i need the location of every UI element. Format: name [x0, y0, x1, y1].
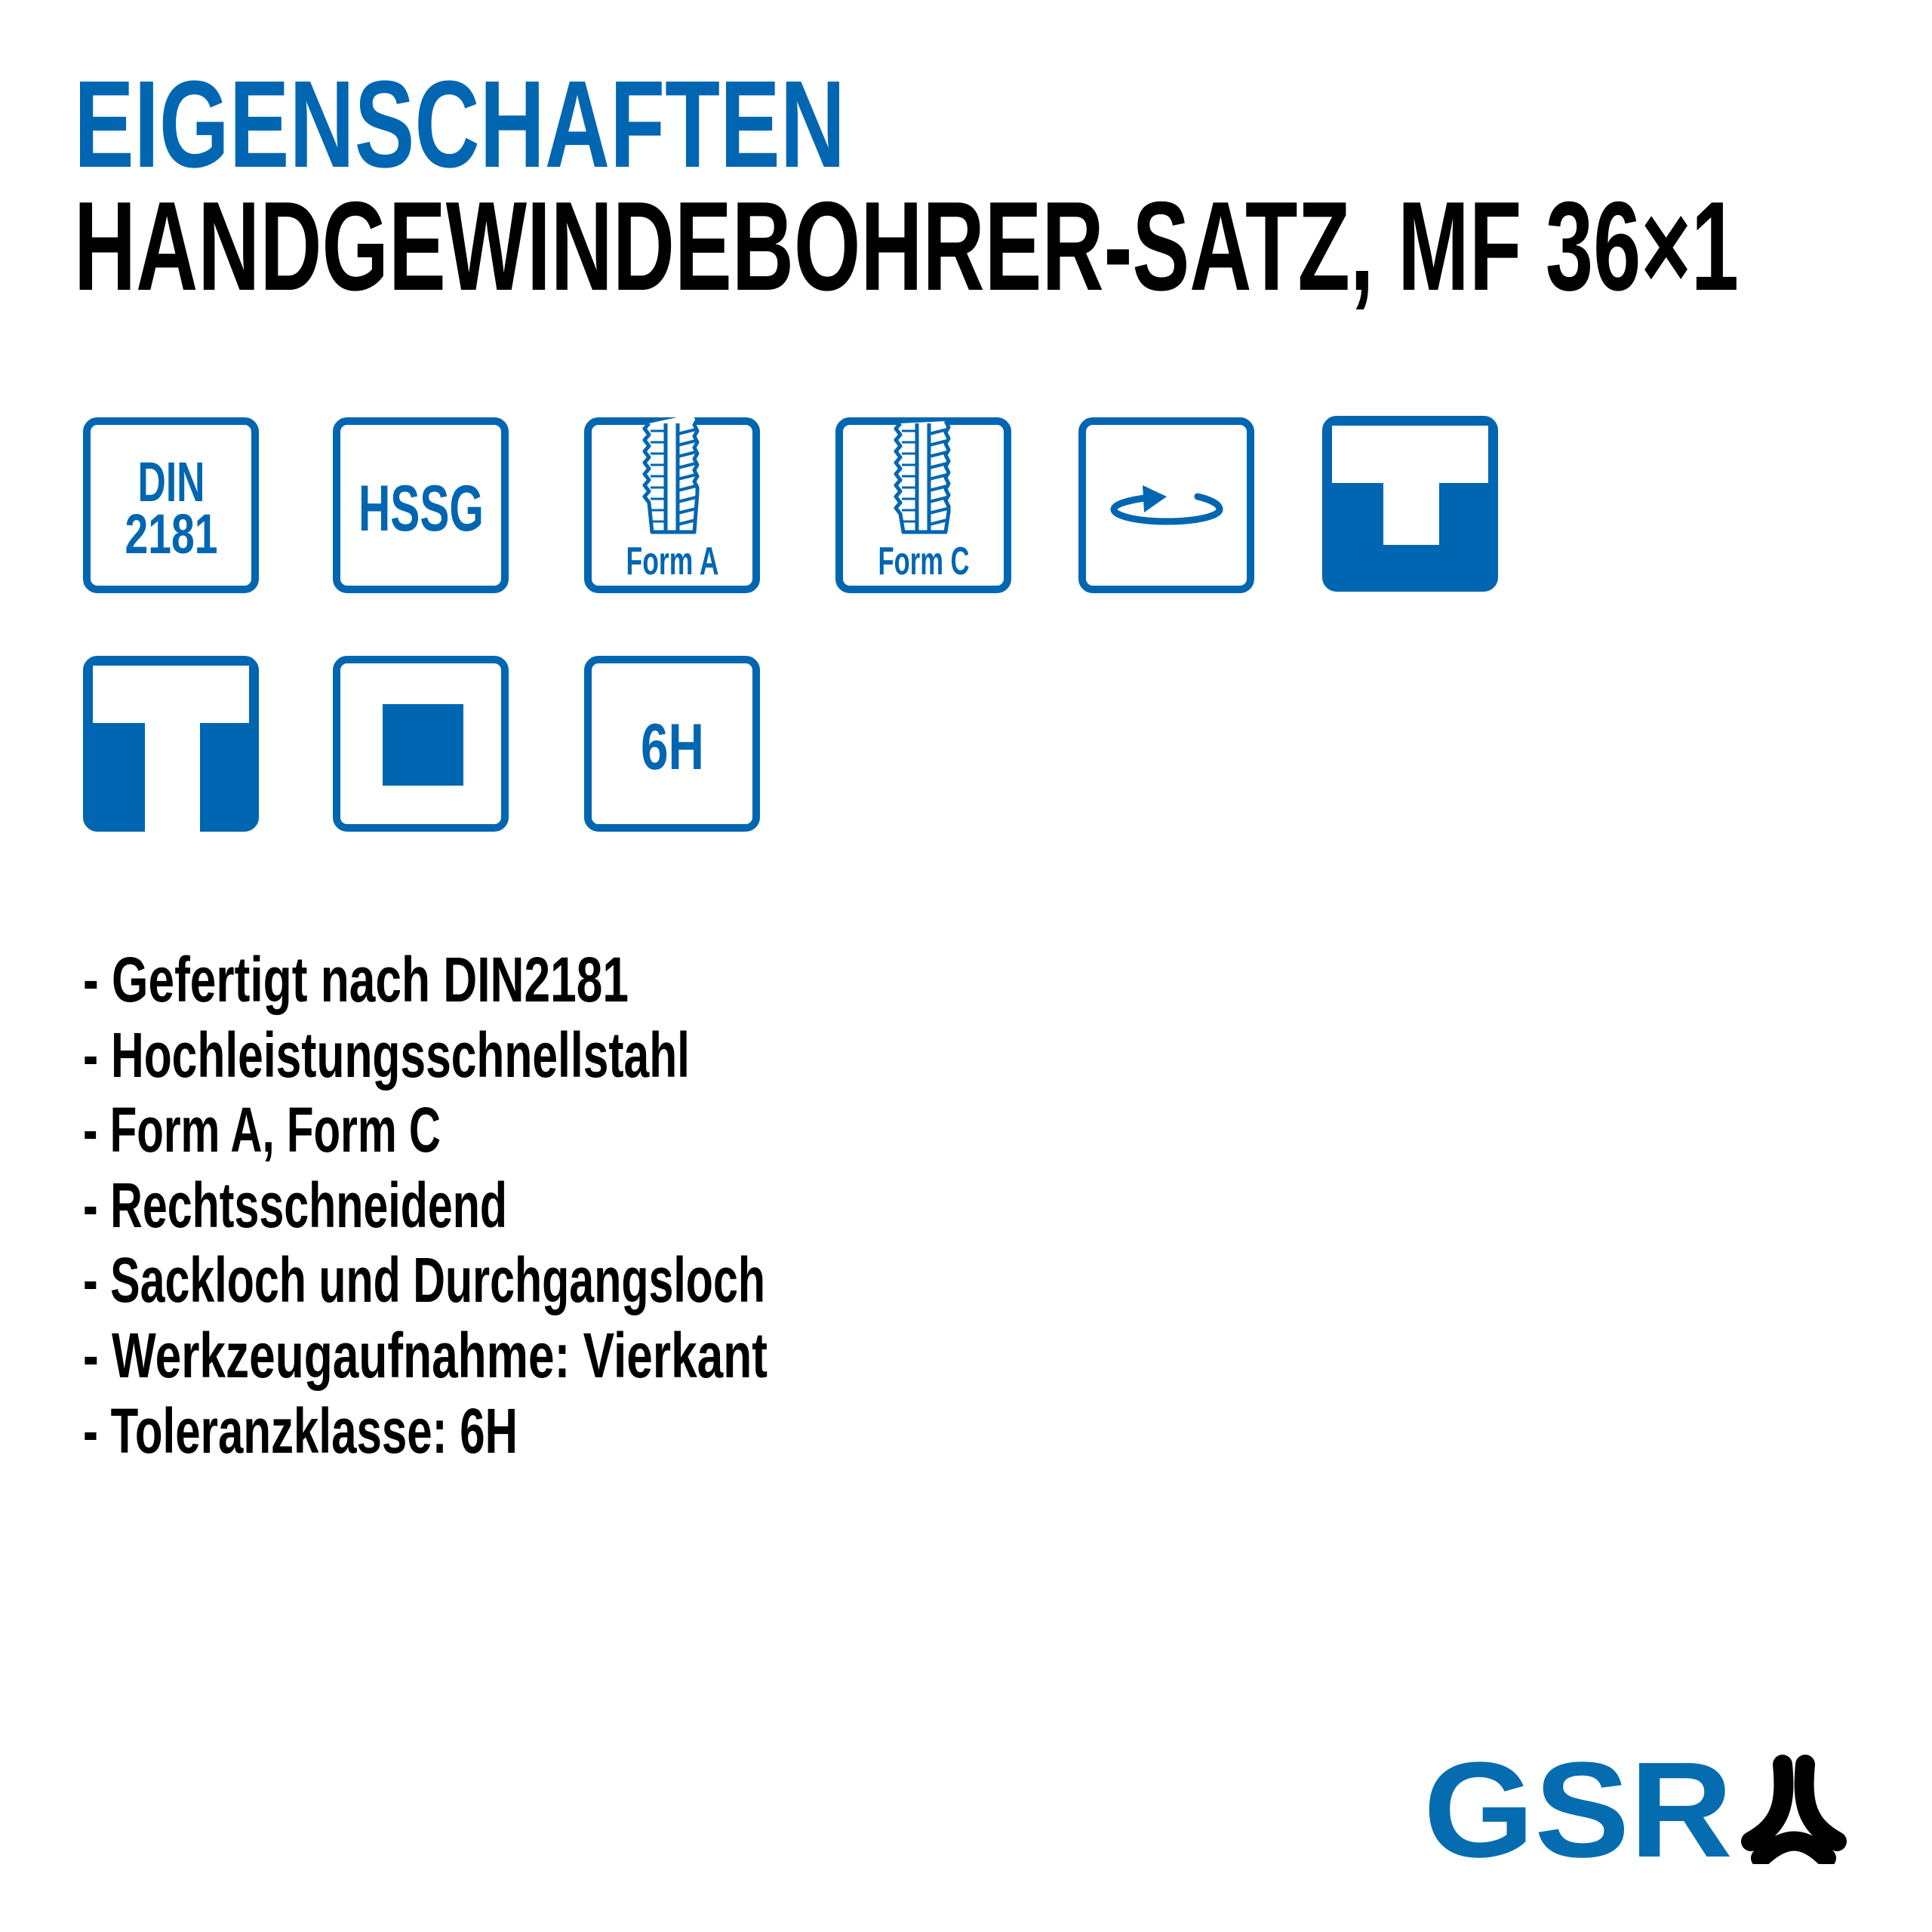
feature-item: - Rechtsschneidend — [83, 1170, 507, 1241]
feature-item: - Form A, Form C — [83, 1094, 441, 1165]
gsr-logo: GSR — [1419, 1734, 1864, 1886]
tap-drawing — [642, 417, 700, 534]
hssg-label: HSSG — [358, 472, 484, 545]
tolerance-6h-icon: 6H — [584, 656, 760, 832]
hssg-icon: HSSG — [333, 417, 509, 593]
form-c-tap-icon: Form C — [835, 417, 1011, 593]
feature-item: - Werkzeugaufnahme: Vierkant — [83, 1320, 768, 1391]
feature-item: - Gefertigt nach DIN2181 — [83, 944, 629, 1015]
logo-mark-icon — [1741, 1755, 1847, 1868]
feature-item: - Sackloch und Durchgangsloch — [83, 1244, 765, 1315]
product-title: HANDGEWINDEBOHRER-SATZ, MF 36×1 — [74, 175, 1739, 317]
din-label: DIN — [138, 451, 205, 513]
blind-hole-icon — [1322, 416, 1498, 592]
feature-item: - Hochleistungsschnellstahl — [83, 1020, 690, 1091]
form-a-tap-icon: Form A — [584, 417, 760, 593]
din-2181-icon: DIN 2181 — [83, 417, 259, 593]
square-shank-icon — [333, 656, 509, 832]
feature-item: - Toleranzklasse: 6H — [83, 1395, 518, 1466]
tolerance-label: 6H — [641, 711, 704, 783]
form-a-label: Form A — [626, 540, 719, 583]
form-c-label: Form C — [878, 540, 970, 583]
din-number: 2181 — [125, 503, 218, 565]
section-title: EIGENSCHAFTEN — [74, 55, 845, 193]
logo-text: GSR — [1423, 1751, 1733, 1864]
right-hand-rotation-icon — [1078, 417, 1254, 593]
through-hole-icon — [83, 656, 259, 832]
tap-drawing — [894, 420, 951, 534]
